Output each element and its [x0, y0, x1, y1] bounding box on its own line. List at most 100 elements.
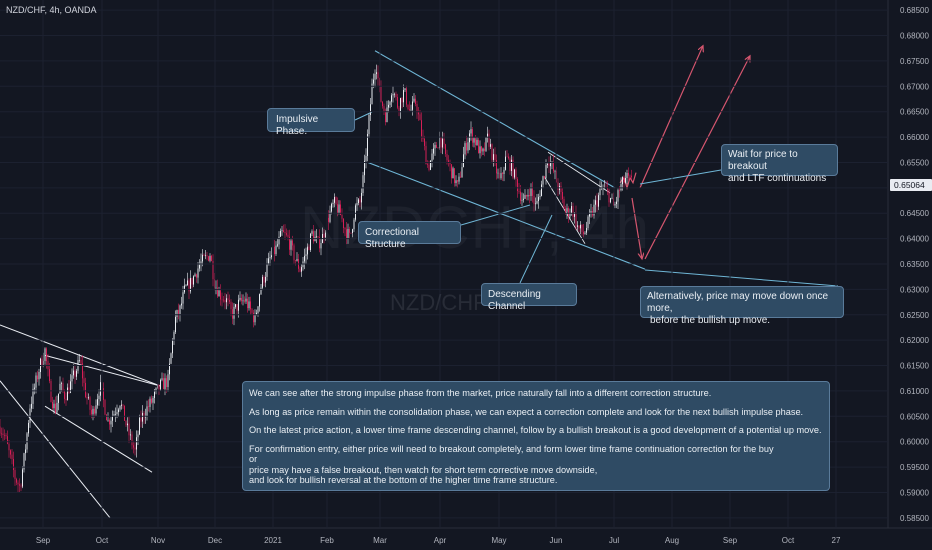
candle-body	[539, 196, 541, 198]
candle-body	[403, 90, 404, 103]
candle-body	[226, 298, 227, 303]
candle-body	[451, 164, 452, 179]
candle-body	[121, 404, 122, 406]
candle-body	[545, 164, 547, 178]
candle-body	[317, 236, 319, 238]
candle-body	[299, 268, 301, 272]
x-tick-label-3: Dec	[208, 536, 222, 545]
candle-body	[367, 134, 368, 157]
candle-body	[553, 162, 554, 172]
candle-body	[5, 434, 7, 437]
candle-body	[1, 433, 2, 435]
candle-body	[71, 375, 73, 382]
candle-body	[289, 236, 290, 250]
candle-body	[421, 120, 422, 137]
candle-body	[427, 164, 428, 165]
candle-body	[136, 437, 137, 450]
candle-body	[149, 398, 151, 407]
candle-body	[368, 114, 370, 135]
candle-body	[269, 257, 271, 259]
candle-body	[212, 260, 214, 280]
candle-body	[104, 399, 106, 415]
candle-body	[563, 199, 565, 209]
analysis-note[interactable]: We can see after the strong impulse phas…	[242, 381, 830, 491]
candle-body	[206, 255, 208, 257]
candle-body	[227, 298, 229, 301]
candle-body	[413, 98, 415, 102]
note-paragraph-2: As long as price remain within the conso…	[249, 406, 804, 417]
candle-body	[320, 243, 322, 249]
candle-body	[290, 240, 292, 250]
candle-body	[598, 195, 599, 207]
candle-body	[283, 230, 284, 233]
candle-body	[323, 233, 325, 238]
candles-layer	[0, 64, 632, 493]
y-tick-label-7: 0.62000	[900, 336, 929, 345]
note-paragraph-4-line1: For confirmation entry, either price wil…	[249, 443, 774, 454]
candle-body	[529, 195, 530, 197]
candle-body	[478, 139, 479, 154]
candle-body	[178, 310, 179, 315]
candle-body	[410, 109, 412, 111]
candle-body	[52, 401, 53, 409]
candle-body	[631, 175, 632, 178]
candle-body	[29, 408, 31, 423]
y-tick-label-0: 0.58500	[900, 514, 929, 523]
callout-correctional[interactable]: Correctional Structure	[358, 221, 461, 250]
candle-body	[217, 287, 218, 297]
candle-body	[335, 197, 337, 205]
callout-wait-breakout[interactable]: Wait for price to breakout and LTF conti…	[721, 144, 838, 184]
candle-body	[425, 145, 427, 165]
drawings-layer	[0, 46, 839, 519]
candle-body	[118, 409, 119, 413]
x-tick-label-5: Feb	[320, 536, 334, 545]
candle-body	[415, 98, 416, 105]
candle-body	[296, 258, 298, 261]
candle-body	[548, 163, 550, 167]
candle-body	[286, 233, 287, 235]
candle-body	[497, 172, 499, 174]
candle-body	[73, 370, 74, 376]
candle-body	[584, 232, 586, 234]
candle-body	[352, 229, 353, 234]
callout-alternative[interactable]: Alternatively, price may move down once …	[640, 286, 844, 326]
candle-body	[220, 290, 221, 300]
callout-impulsive[interactable]: Impulsive Phase.	[267, 108, 355, 137]
candle-body	[356, 203, 358, 206]
candle-body	[616, 201, 617, 204]
candle-body	[347, 229, 349, 239]
candle-body	[445, 144, 446, 154]
candle-body	[332, 202, 334, 204]
candle-body	[560, 186, 562, 193]
candle-body	[236, 304, 238, 311]
candle-body	[382, 101, 383, 107]
candle-body	[215, 287, 217, 289]
candle-body	[488, 133, 490, 147]
x-tick-label-4: 2021	[264, 536, 282, 545]
candle-body	[503, 169, 505, 174]
y-tick-label-15: 0.66000	[900, 133, 929, 142]
x-tick-label-2: Nov	[151, 536, 165, 545]
candle-body	[535, 203, 536, 205]
candle-body	[112, 415, 113, 421]
candle-body	[284, 232, 286, 234]
candle-body	[494, 154, 496, 160]
candle-body	[254, 314, 256, 323]
candle-body	[188, 280, 190, 292]
candle-body	[436, 145, 437, 148]
x-tick-label-12: Sep	[723, 536, 738, 545]
candle-body	[385, 111, 386, 123]
candle-body	[466, 143, 467, 151]
candle-body	[131, 434, 133, 446]
callout-descending[interactable]: Descending Channel	[481, 283, 577, 312]
candle-body	[74, 370, 76, 377]
candle-body	[191, 278, 193, 285]
candle-body	[116, 412, 118, 415]
candle-body	[626, 172, 628, 178]
candle-body	[319, 237, 320, 249]
candle-body	[511, 159, 512, 171]
candle-body	[575, 213, 577, 227]
candle-body	[242, 300, 244, 302]
candle-body	[524, 194, 526, 199]
